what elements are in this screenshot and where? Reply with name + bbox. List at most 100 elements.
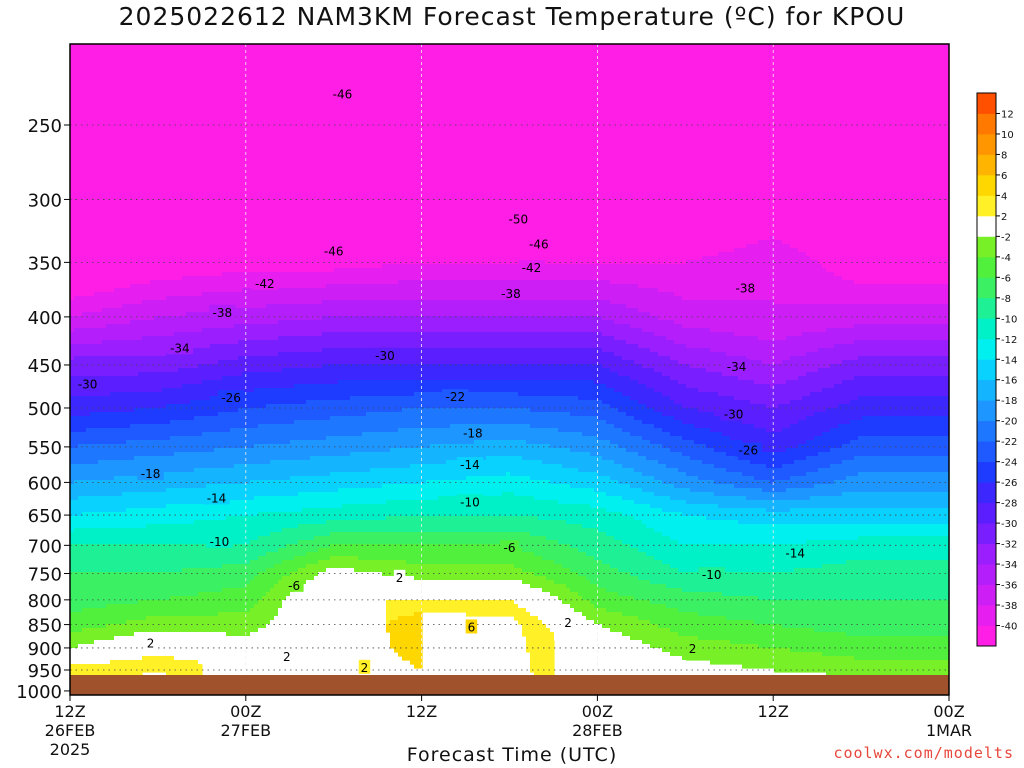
plot-frame <box>69 43 950 696</box>
contour-label-bg <box>166 340 194 355</box>
x-tick-label: 12Z <box>54 702 85 721</box>
contour-label-bg <box>465 619 478 634</box>
y-axis: 2503003504004505005506006507007508008509… <box>16 116 70 703</box>
y-tick-label: 500 <box>28 399 62 420</box>
colorbar-swatch <box>977 564 996 585</box>
y-tick-label: 450 <box>28 356 62 377</box>
y-tick-label: 400 <box>28 308 62 329</box>
contour-label: -10 <box>210 535 230 549</box>
y-tick-label: 600 <box>28 473 62 494</box>
contour-label-bg <box>442 389 469 404</box>
colorbar-swatch <box>977 543 996 565</box>
colorbar-label: -18 <box>1001 396 1017 407</box>
contour-label-bg <box>137 466 164 481</box>
colorbar-swatch <box>977 502 996 524</box>
colorbar-swatch <box>977 297 996 319</box>
y-tick-label: 900 <box>28 639 62 660</box>
colorbar-swatch <box>977 359 996 381</box>
colorbar-label: 4 <box>1001 191 1007 202</box>
contour-label: -14 <box>207 491 227 505</box>
contour-label: -6 <box>504 541 516 555</box>
colorbar-swatch <box>977 236 996 258</box>
colorbar-swatch <box>977 441 996 463</box>
colorbar-label: 12 <box>1001 109 1014 120</box>
colorbar-label: 2 <box>1001 212 1007 223</box>
contour-label-bg <box>518 260 545 275</box>
colorbar-label: 6 <box>1001 171 1007 182</box>
contour-label-bg <box>209 304 236 319</box>
x-tick-label: 2025 <box>50 740 91 759</box>
colorbar: -40-38-36-34-32-30-28-26-24-22-20-18-16-… <box>976 92 1017 647</box>
contour-label-bg <box>459 425 487 440</box>
contour-label-bg <box>525 236 553 251</box>
y-tick-label: 300 <box>28 190 62 211</box>
colorbar-label: -14 <box>1001 355 1017 366</box>
contour-label-bg <box>723 358 750 373</box>
x-tick-label: 12Z <box>406 702 437 721</box>
contour-label: -34 <box>727 360 747 374</box>
colorbar-swatch <box>977 277 996 299</box>
contour-label-bg <box>456 494 484 509</box>
y-tick-label: 950 <box>28 661 62 682</box>
x-tick-label: 00Z <box>230 702 261 721</box>
contour-label: 2 <box>689 642 697 656</box>
colorbar-label: -26 <box>1001 478 1017 489</box>
site-watermark: coolwx.com/modelts <box>833 744 1014 762</box>
colorbar-swatch <box>977 113 996 135</box>
colorbar-swatch <box>977 195 996 217</box>
colorbar-label: -20 <box>1001 417 1017 428</box>
colorbar-swatch <box>977 338 996 360</box>
colorbar-swatch <box>977 523 996 544</box>
colorbar-label: -2 <box>1001 232 1011 243</box>
colorbar-swatch <box>977 256 996 278</box>
y-tick-label: 250 <box>28 116 62 137</box>
contour-label: -10 <box>460 495 480 509</box>
colorbar-swatch <box>977 318 996 340</box>
colorbar-swatch <box>977 215 996 237</box>
contour-label: -14 <box>460 458 480 472</box>
y-tick-label: 350 <box>28 253 62 274</box>
contour-label-bg <box>562 615 574 630</box>
x-tick-label: 28FEB <box>572 721 623 740</box>
colorbar-swatch <box>977 154 996 176</box>
colorbar-label: -38 <box>1001 601 1017 612</box>
colorbar-label: -6 <box>1001 273 1011 284</box>
colorbar-label: -36 <box>1001 581 1017 592</box>
colorbar-label: -28 <box>1001 499 1017 510</box>
contour-label: 2 <box>396 571 404 585</box>
x-tick-label: 00Z <box>933 702 964 721</box>
colorbar-label: 8 <box>1001 150 1007 161</box>
ground-surface <box>70 675 949 695</box>
contour-label: -38 <box>501 287 521 301</box>
contour-label: -42 <box>255 277 275 291</box>
contour-label-bg <box>358 659 371 674</box>
y-tick-label: 700 <box>28 536 62 557</box>
contour-label-bg <box>698 567 725 582</box>
colorbar-swatch <box>977 379 996 401</box>
contour-labels: -46-50-46-46-42-42-38 -38-38-34-30-34-30-… <box>74 86 809 675</box>
contour-label-bg <box>206 533 233 548</box>
contour-label: 2 <box>147 636 155 650</box>
contour-label: -42 <box>522 261 542 275</box>
colorbar-swatch <box>977 482 996 504</box>
x-tick-label: 12Z <box>758 702 789 721</box>
chart-title: 2025022612 NAM3KM Forecast Temperature (… <box>118 2 906 31</box>
contour-label: -30 <box>78 377 98 391</box>
contour-label: -26 <box>221 391 241 405</box>
colorbar-label: -4 <box>1001 253 1011 264</box>
x-tick-label: 27FEB <box>220 721 271 740</box>
contour-label: -30 <box>375 349 395 363</box>
colorbar-swatch <box>977 625 996 647</box>
contour-label-bg <box>497 285 525 300</box>
contour-label-bg <box>720 406 747 421</box>
colorbar-label: -40 <box>1001 622 1017 633</box>
contour-label-bg <box>284 577 304 592</box>
contour-label-bg <box>505 211 532 226</box>
contour-label-bg <box>781 545 809 560</box>
colorbar-swatch <box>977 133 996 155</box>
contour-label-bg <box>732 280 759 295</box>
contour-label: -6 <box>288 579 300 593</box>
contour-label: -46 <box>324 245 344 259</box>
contour-label: -10 <box>702 568 722 582</box>
